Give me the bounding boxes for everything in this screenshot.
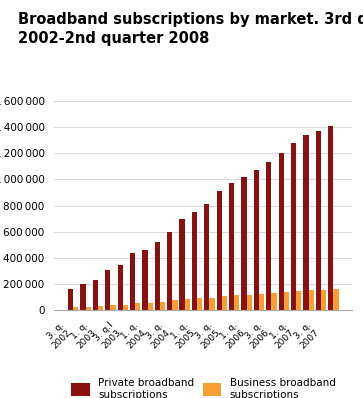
Bar xyxy=(333,289,339,310)
Bar xyxy=(123,304,128,310)
Bar xyxy=(316,131,321,310)
Bar xyxy=(105,270,110,310)
Bar xyxy=(80,283,86,310)
Bar xyxy=(284,292,289,310)
Bar xyxy=(222,297,227,310)
Bar xyxy=(192,212,197,310)
Bar xyxy=(328,126,333,310)
Bar xyxy=(309,291,314,310)
Bar xyxy=(73,307,78,310)
Bar xyxy=(217,191,222,310)
Bar xyxy=(246,295,252,310)
Bar xyxy=(98,306,103,310)
Bar xyxy=(86,307,91,310)
Text: Broadband subscriptions by market. 3rd quarter
2002-2nd quarter 2008: Broadband subscriptions by market. 3rd q… xyxy=(18,12,363,45)
Bar xyxy=(172,300,178,310)
Bar xyxy=(110,305,115,310)
Legend: Private broadband
subscriptions, Business broadband
subscriptions: Private broadband subscriptions, Busines… xyxy=(71,378,335,398)
Bar xyxy=(266,162,272,310)
Bar xyxy=(272,293,277,310)
Bar xyxy=(130,254,135,310)
Bar xyxy=(209,298,215,310)
Bar xyxy=(197,298,202,310)
Bar xyxy=(179,219,185,310)
Bar xyxy=(167,232,172,310)
Bar xyxy=(204,204,209,310)
Bar xyxy=(160,302,165,310)
Bar xyxy=(135,303,140,310)
Bar xyxy=(68,289,73,310)
Bar xyxy=(185,299,190,310)
Bar xyxy=(296,291,301,310)
Bar xyxy=(259,294,264,310)
Bar xyxy=(234,295,240,310)
Bar xyxy=(254,170,259,310)
Bar xyxy=(241,177,246,310)
Bar xyxy=(303,135,309,310)
Bar xyxy=(147,302,153,310)
Bar xyxy=(118,265,123,310)
Bar xyxy=(155,242,160,310)
Bar xyxy=(93,280,98,310)
Bar xyxy=(291,143,296,310)
Bar xyxy=(142,250,147,310)
Bar xyxy=(279,153,284,310)
Bar xyxy=(229,183,234,310)
Bar xyxy=(321,290,326,310)
